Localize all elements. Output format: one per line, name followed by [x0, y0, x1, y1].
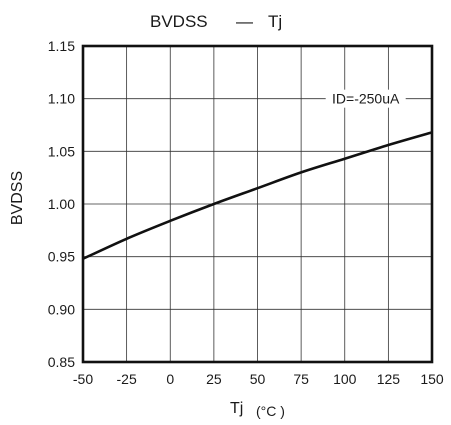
y-tick-label: 0.85 — [48, 354, 75, 370]
y-axis-label: BVDSS — [9, 171, 26, 225]
annotation-background — [325, 89, 406, 108]
annotation-label: ID=-250uA — [332, 91, 400, 107]
x-tick-label: 125 — [377, 371, 401, 387]
y-tick-labels: 0.85 0.90 0.95 1.00 1.05 1.10 1.15 — [48, 38, 75, 370]
y-tick-label: 1.05 — [48, 143, 75, 159]
x-tick-label: 150 — [420, 371, 444, 387]
x-tick-label: 100 — [333, 371, 357, 387]
y-tick-label: 1.10 — [48, 91, 75, 107]
plot-frame — [81, 44, 434, 364]
grid — [82, 45, 433, 363]
chart-title-dash: — — [236, 12, 253, 31]
chart-title-right: Tj — [268, 12, 282, 31]
x-tick-label: -50 — [73, 371, 93, 387]
chart-title-main: BVDSS — [150, 12, 208, 31]
y-tick-label: 1.15 — [48, 38, 75, 54]
series-line — [82, 131, 433, 260]
y-tick-label: 1.00 — [48, 196, 75, 212]
x-tick-label: 0 — [166, 371, 174, 387]
x-tick-label: 50 — [250, 371, 266, 387]
x-axis-unit: (°C ) — [256, 403, 285, 419]
x-tick-label: 75 — [293, 371, 309, 387]
x-tick-labels: -50 -25 0 25 50 75 100 125 150 — [73, 371, 444, 387]
x-tick-label: 25 — [206, 371, 222, 387]
y-tick-label: 0.90 — [48, 301, 75, 317]
x-axis-label: Tj — [230, 400, 243, 417]
y-tick-label: 0.95 — [48, 249, 75, 265]
x-tick-label: -25 — [117, 371, 137, 387]
